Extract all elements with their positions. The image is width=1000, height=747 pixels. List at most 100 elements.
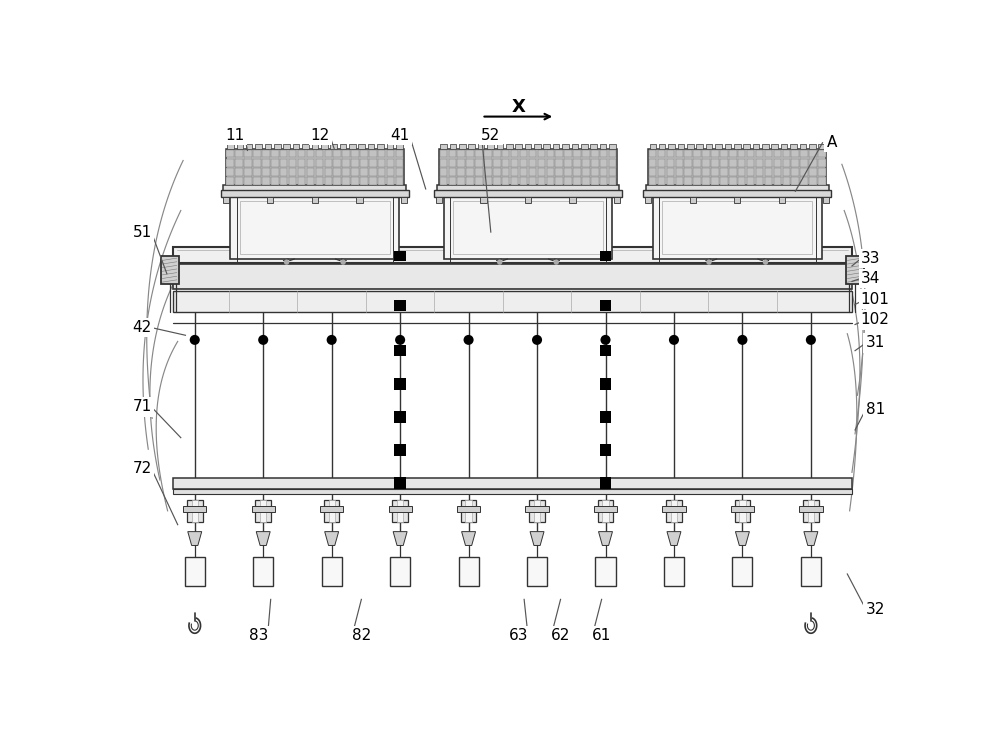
Polygon shape	[530, 532, 544, 545]
Bar	[738, 168, 745, 176]
Bar	[734, 143, 741, 149]
Bar	[312, 143, 318, 149]
Bar	[696, 143, 703, 149]
Bar	[387, 149, 394, 158]
Bar	[253, 177, 261, 185]
Text: A: A	[827, 135, 837, 150]
Bar	[320, 506, 343, 512]
Text: 52: 52	[481, 128, 500, 143]
Bar	[450, 193, 606, 262]
Circle shape	[340, 259, 346, 265]
Bar	[658, 149, 665, 158]
Circle shape	[497, 259, 502, 265]
Bar	[555, 168, 563, 176]
Bar	[756, 168, 763, 176]
Bar	[791, 149, 799, 158]
Text: 102: 102	[861, 312, 890, 327]
Bar	[312, 196, 318, 203]
Bar	[351, 149, 359, 158]
Bar	[762, 143, 769, 149]
Bar	[791, 159, 799, 167]
Bar	[378, 168, 385, 176]
Bar	[487, 143, 494, 149]
Bar	[227, 143, 234, 149]
Bar	[298, 177, 305, 185]
Bar	[378, 159, 385, 167]
Bar	[369, 168, 377, 176]
Bar	[394, 345, 406, 356]
Bar	[394, 250, 406, 261]
Text: 81: 81	[866, 402, 885, 417]
Bar	[591, 149, 599, 158]
Bar	[325, 149, 332, 158]
Bar	[325, 168, 332, 176]
Circle shape	[737, 335, 747, 345]
Bar	[439, 149, 617, 186]
Text: 11: 11	[225, 128, 245, 143]
Bar	[809, 177, 817, 185]
Bar	[497, 143, 503, 149]
Bar	[221, 190, 409, 197]
Bar	[547, 177, 554, 185]
Bar	[809, 168, 817, 176]
Bar	[693, 159, 701, 167]
Bar	[538, 168, 545, 176]
Bar	[600, 159, 607, 167]
Bar	[591, 159, 599, 167]
Bar	[729, 149, 737, 158]
Bar	[316, 177, 323, 185]
Bar	[298, 149, 305, 158]
Bar	[650, 143, 656, 149]
Bar	[434, 190, 622, 197]
Circle shape	[464, 335, 474, 345]
Circle shape	[669, 335, 679, 345]
Bar	[747, 177, 754, 185]
Bar	[506, 143, 513, 149]
Polygon shape	[256, 532, 270, 545]
Bar	[493, 149, 501, 158]
Bar	[271, 149, 279, 158]
Bar	[377, 143, 384, 149]
Bar	[743, 143, 750, 149]
Bar	[329, 500, 335, 521]
Bar	[725, 143, 731, 149]
Bar	[484, 149, 492, 158]
Bar	[392, 500, 408, 521]
Bar	[252, 506, 275, 512]
Circle shape	[327, 335, 337, 345]
Bar	[280, 177, 287, 185]
Bar	[493, 168, 501, 176]
Bar	[747, 159, 754, 167]
Bar	[223, 196, 229, 203]
Bar	[711, 159, 719, 167]
Bar	[809, 149, 817, 158]
Bar	[667, 168, 674, 176]
Bar	[333, 159, 341, 167]
Bar	[572, 143, 578, 149]
Bar	[187, 500, 202, 521]
Bar	[676, 168, 683, 176]
Bar	[600, 300, 611, 311]
Circle shape	[284, 259, 289, 265]
Text: 82: 82	[352, 628, 371, 643]
Bar	[582, 177, 590, 185]
Bar	[609, 159, 616, 167]
Bar	[271, 177, 279, 185]
Bar	[702, 149, 710, 158]
Bar	[600, 250, 611, 261]
Bar	[602, 500, 609, 521]
Bar	[846, 256, 864, 284]
Bar	[600, 411, 611, 423]
Bar	[609, 168, 616, 176]
Bar	[693, 149, 701, 158]
Bar	[711, 149, 719, 158]
Bar	[280, 168, 287, 176]
Bar	[800, 177, 808, 185]
Circle shape	[806, 335, 816, 345]
Bar	[818, 177, 826, 185]
Bar	[226, 168, 234, 176]
Bar	[388, 506, 412, 512]
Bar	[582, 149, 590, 158]
Bar	[774, 168, 781, 176]
Bar	[702, 168, 710, 176]
